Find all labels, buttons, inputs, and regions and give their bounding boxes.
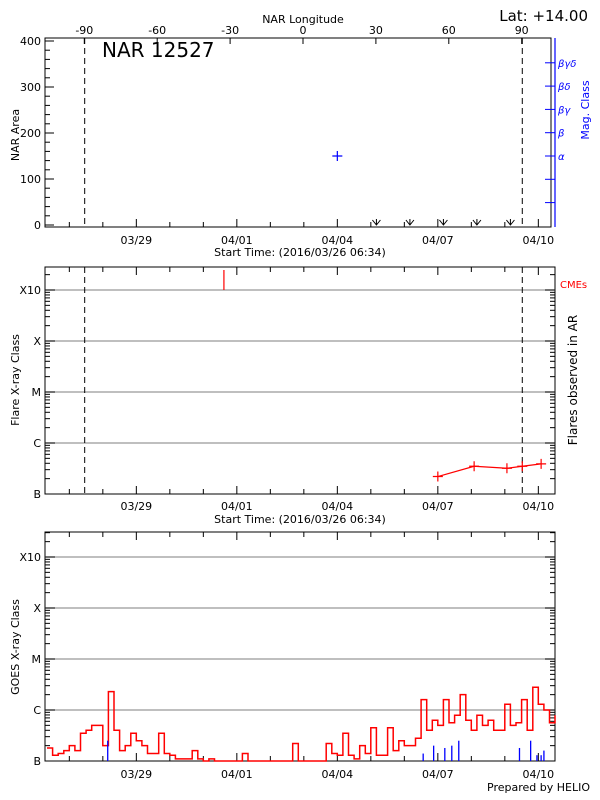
flares-x-axis-title: Start Time: (2016/03/26 06:34) [214,513,386,526]
flare-class-axis-title: Flare X-ray Class [9,334,22,426]
nar-x-axis-title: Start Time: (2016/03/26 06:34) [214,246,386,259]
x-tick-label: 03/29 [120,234,152,247]
flare-point [536,458,547,469]
goes-long-channel-line [47,686,556,762]
latitude-label: Lat: +14.00 [499,7,588,25]
longitude-marker [439,219,448,226]
top-tick-label: 60 [442,24,456,37]
y-tick-label: X10 [19,284,41,297]
flare-point [432,471,443,482]
mag-class-tick-label: β [557,129,565,140]
y-tick-label: X [33,335,41,348]
flare-point [469,461,480,472]
longitude-marker [506,219,515,226]
y-tick-label: X [33,602,41,615]
nar-area-axis-title: NAR Area [9,109,22,161]
y-tick-label: M [32,653,42,666]
x-tick-label: 04/04 [321,768,353,781]
x-tick-label: 03/29 [120,768,152,781]
top-tick-label: 90 [515,24,529,37]
y-tick-label: X10 [19,551,41,564]
area-point-marker [332,151,343,161]
flare-point [501,463,512,474]
y-tick-label: M [32,386,42,399]
x-tick-label: 03/29 [120,500,152,513]
y-tick-label: 0 [34,219,41,232]
y-tick-label: C [33,704,41,717]
plot-frame [44,37,552,228]
cmes-label: CMEs [560,280,587,291]
goes-panel: 03/29 04/01 04/04 04/07 04/10 B C M X X10 [19,531,556,781]
flare-point [517,461,528,472]
x-tick-label: 04/10 [522,234,554,247]
mag-class-tick-label: α [558,152,565,163]
prepared-by-label: Prepared by HELIO [487,781,590,794]
top-tick-label: 30 [369,24,383,37]
x-tick-label: 04/01 [221,500,253,513]
longitude-marker [405,219,415,226]
flares-panel: 03/29 04/01 04/04 04/07 04/10 B C M X X10 [19,266,556,513]
y-tick-label: 300 [20,81,41,94]
top-axis-title: NAR Longitude [262,13,344,26]
flares-observed-axis-title: Flares observed in AR [566,315,580,445]
x-tick-label: 04/01 [221,234,253,247]
x-tick-label: 04/10 [522,500,554,513]
mag-class-tick-label: βγ [557,105,571,116]
y-tick-label: B [33,755,41,768]
top-tick-label: -90 [75,24,93,37]
top-tick-label: -30 [221,24,239,37]
mag-class-axis-title: Mag. Class [579,80,592,139]
longitude-marker [372,219,381,226]
top-tick-label: 0 [300,24,307,37]
mag-class-tick-label: βγδ [557,59,576,70]
region-title: NAR 12527 [102,38,215,62]
x-tick-label: 04/01 [221,768,253,781]
x-tick-label: 04/04 [321,234,353,247]
plot-frame [44,266,556,495]
goes-class-axis-title: GOES X-ray Class [9,599,22,695]
x-tick-label: 04/10 [522,768,554,781]
y-tick-label: 400 [20,35,41,48]
x-tick-label: 04/04 [321,500,353,513]
plot-frame [44,531,556,762]
top-tick-label: -60 [148,24,166,37]
x-tick-label: 04/07 [422,768,454,781]
y-tick-label: C [33,437,41,450]
y-tick-label: 200 [20,127,41,140]
nar-panel: 03/29 04/01 04/04 04/07 04/100100200300400-9… [20,24,576,247]
longitude-marker [472,219,482,226]
mag-class-tick-label: βδ [557,82,571,93]
y-tick-label: 100 [20,173,41,186]
y-tick-label: B [33,488,41,501]
x-tick-label: 04/07 [422,234,454,247]
x-tick-label: 04/07 [422,500,454,513]
